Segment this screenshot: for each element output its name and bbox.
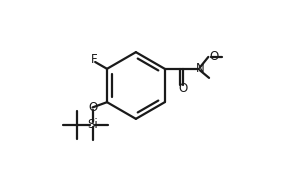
- Text: F: F: [91, 53, 97, 66]
- Text: Si: Si: [87, 118, 98, 131]
- Text: O: O: [209, 50, 218, 63]
- Text: O: O: [88, 101, 97, 114]
- Text: O: O: [178, 82, 187, 95]
- Text: N: N: [196, 62, 204, 75]
